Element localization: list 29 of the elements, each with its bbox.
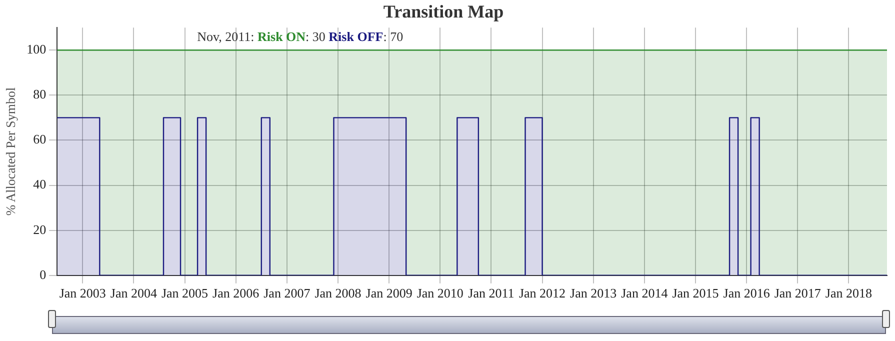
x-tick-label: Jan 2005 [161, 286, 208, 301]
x-tick-label: Jan 2017 [774, 286, 822, 301]
x-tick-label: Jan 2009 [366, 286, 412, 301]
annotation: Nov, 2011: [197, 29, 254, 44]
y-tick-label: 100 [26, 42, 46, 57]
x-tick-label: Jan 2007 [264, 286, 311, 301]
x-tick-label: Jan 2013 [570, 286, 617, 301]
x-tick-label: Jan 2016 [723, 286, 770, 301]
annotation: : 30 [306, 29, 326, 44]
x-tick-label: Jan 2011 [468, 286, 514, 301]
y-tick-label: 60 [33, 132, 46, 147]
y-axis-title: % Allocated Per Symbol [3, 87, 18, 216]
y-tick-label: 0 [40, 266, 46, 282]
chart-title: Transition Map [383, 1, 504, 22]
y-tick-label: 20 [33, 222, 46, 237]
y-tick-label: 80 [33, 86, 46, 102]
x-tick-label: Jan 2018 [825, 286, 872, 301]
x-tick-label: Jan 2003 [59, 286, 106, 301]
annotation: : 70 [383, 29, 404, 44]
y-tick-label: 40 [33, 176, 46, 192]
x-tick-label: Jan 2015 [672, 286, 719, 301]
x-tick-label: Jan 2008 [314, 286, 362, 301]
x-tick-label: Jan 2010 [416, 286, 464, 301]
series-label: Risk ON [258, 28, 306, 44]
x-tick-label: Jan 2014 [621, 286, 668, 301]
x-tick-label: Jan 2004 [110, 286, 158, 301]
x-tick-label: Jan 2012 [518, 286, 566, 301]
x-tick-label: Jan 2006 [212, 286, 260, 301]
text: Risk OFF [328, 28, 384, 44]
